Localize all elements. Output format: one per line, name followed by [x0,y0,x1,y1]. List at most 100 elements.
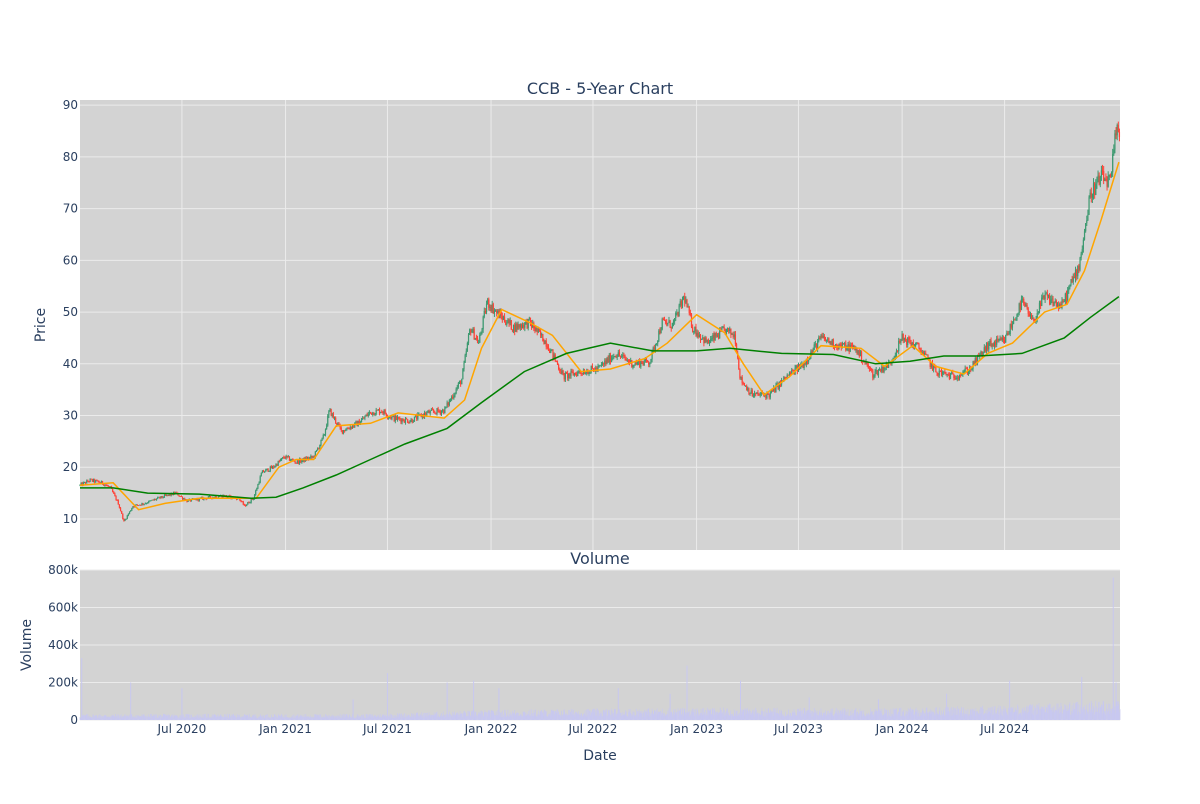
candle-body [1088,197,1090,215]
candle-body [322,435,324,438]
candle-body [1037,312,1039,314]
candle-body [295,462,297,464]
candle-body [917,343,919,345]
candle-body [89,478,91,482]
candle-body [662,318,664,321]
candle-body [874,371,876,376]
candle-body [1016,314,1018,320]
candle-body [448,400,450,406]
candle-body [119,507,122,512]
candle-body [813,344,815,350]
candle-body [337,423,339,425]
candle-body [1018,303,1020,313]
candle-body [741,377,743,384]
candle-body [1019,303,1021,310]
candle-body [538,329,541,332]
candle-body [551,349,553,351]
candle-body [1100,170,1103,177]
candle-body [314,451,316,458]
candle-body [626,360,628,361]
candle-body [123,518,125,521]
candle-body [878,369,881,371]
candle-body [404,418,407,423]
candle-body [1064,293,1066,302]
candle-body [570,370,572,376]
candle-body [1028,313,1030,317]
candle-body [85,482,87,484]
candle-body [902,333,904,341]
candle-body [1113,149,1115,155]
candle-body [270,466,273,469]
candle-body [672,321,675,323]
candle-body [122,513,124,519]
candle-body [320,439,322,445]
candle-body [992,343,994,347]
candle-body [918,343,920,348]
candle-body [217,496,220,498]
candle-body [937,373,939,376]
candle-body [460,381,462,385]
candle-body [262,470,265,473]
candle-body [184,498,186,501]
candle-body [118,504,121,508]
candle-body [591,365,593,369]
candle-body [587,371,589,375]
candle-body [112,488,114,492]
candle-body [167,494,169,496]
candle-body [933,365,935,370]
candle-body [916,343,918,345]
candle-body [508,319,510,324]
candle-body [516,323,518,329]
candle-body [859,351,862,357]
candle-body [91,479,93,482]
candle-body [438,411,440,412]
candle-body [440,411,443,414]
candle-body [528,317,530,319]
candle-body [521,324,524,329]
candle-body [476,338,479,344]
candle-body [277,461,279,466]
candle-body [144,503,146,505]
candle-body [338,423,340,425]
candle-body [601,363,604,365]
candle-body [461,379,463,385]
candle-body [716,335,719,337]
candle-body [1011,324,1014,328]
candle-body [1109,174,1112,177]
candle-body [369,411,372,413]
candle-body [1008,334,1010,335]
candle-body [86,480,88,484]
candle-body [523,324,525,328]
candle-body [776,383,778,385]
candle-body [951,372,953,374]
candle-body [946,374,948,375]
candle-body [792,370,794,371]
candle-body [505,321,507,325]
candle-body [612,357,614,359]
candle-body [1007,333,1009,335]
candle-body [841,343,844,348]
candle-body [657,340,659,344]
candle-body [723,327,725,329]
candle-body [389,416,391,418]
candle-body [687,306,689,308]
candle-body [92,479,95,482]
candle-body [802,363,804,369]
candle-body [579,371,581,373]
candle-body [436,408,438,415]
candle-body [748,388,750,394]
candle-body [882,366,884,372]
candle-body [140,504,142,506]
candle-body [996,338,998,345]
candle-body [990,340,992,347]
candle-body [703,337,705,344]
candle-body [618,352,621,356]
candle-body [1055,301,1057,307]
candle-body [910,343,912,346]
price-y-tick-label: 80 [63,150,78,164]
candle-body [654,344,657,351]
candle-body [326,425,328,430]
candle-body [393,416,395,422]
candle-body [136,504,139,506]
candle-body [1042,295,1044,298]
